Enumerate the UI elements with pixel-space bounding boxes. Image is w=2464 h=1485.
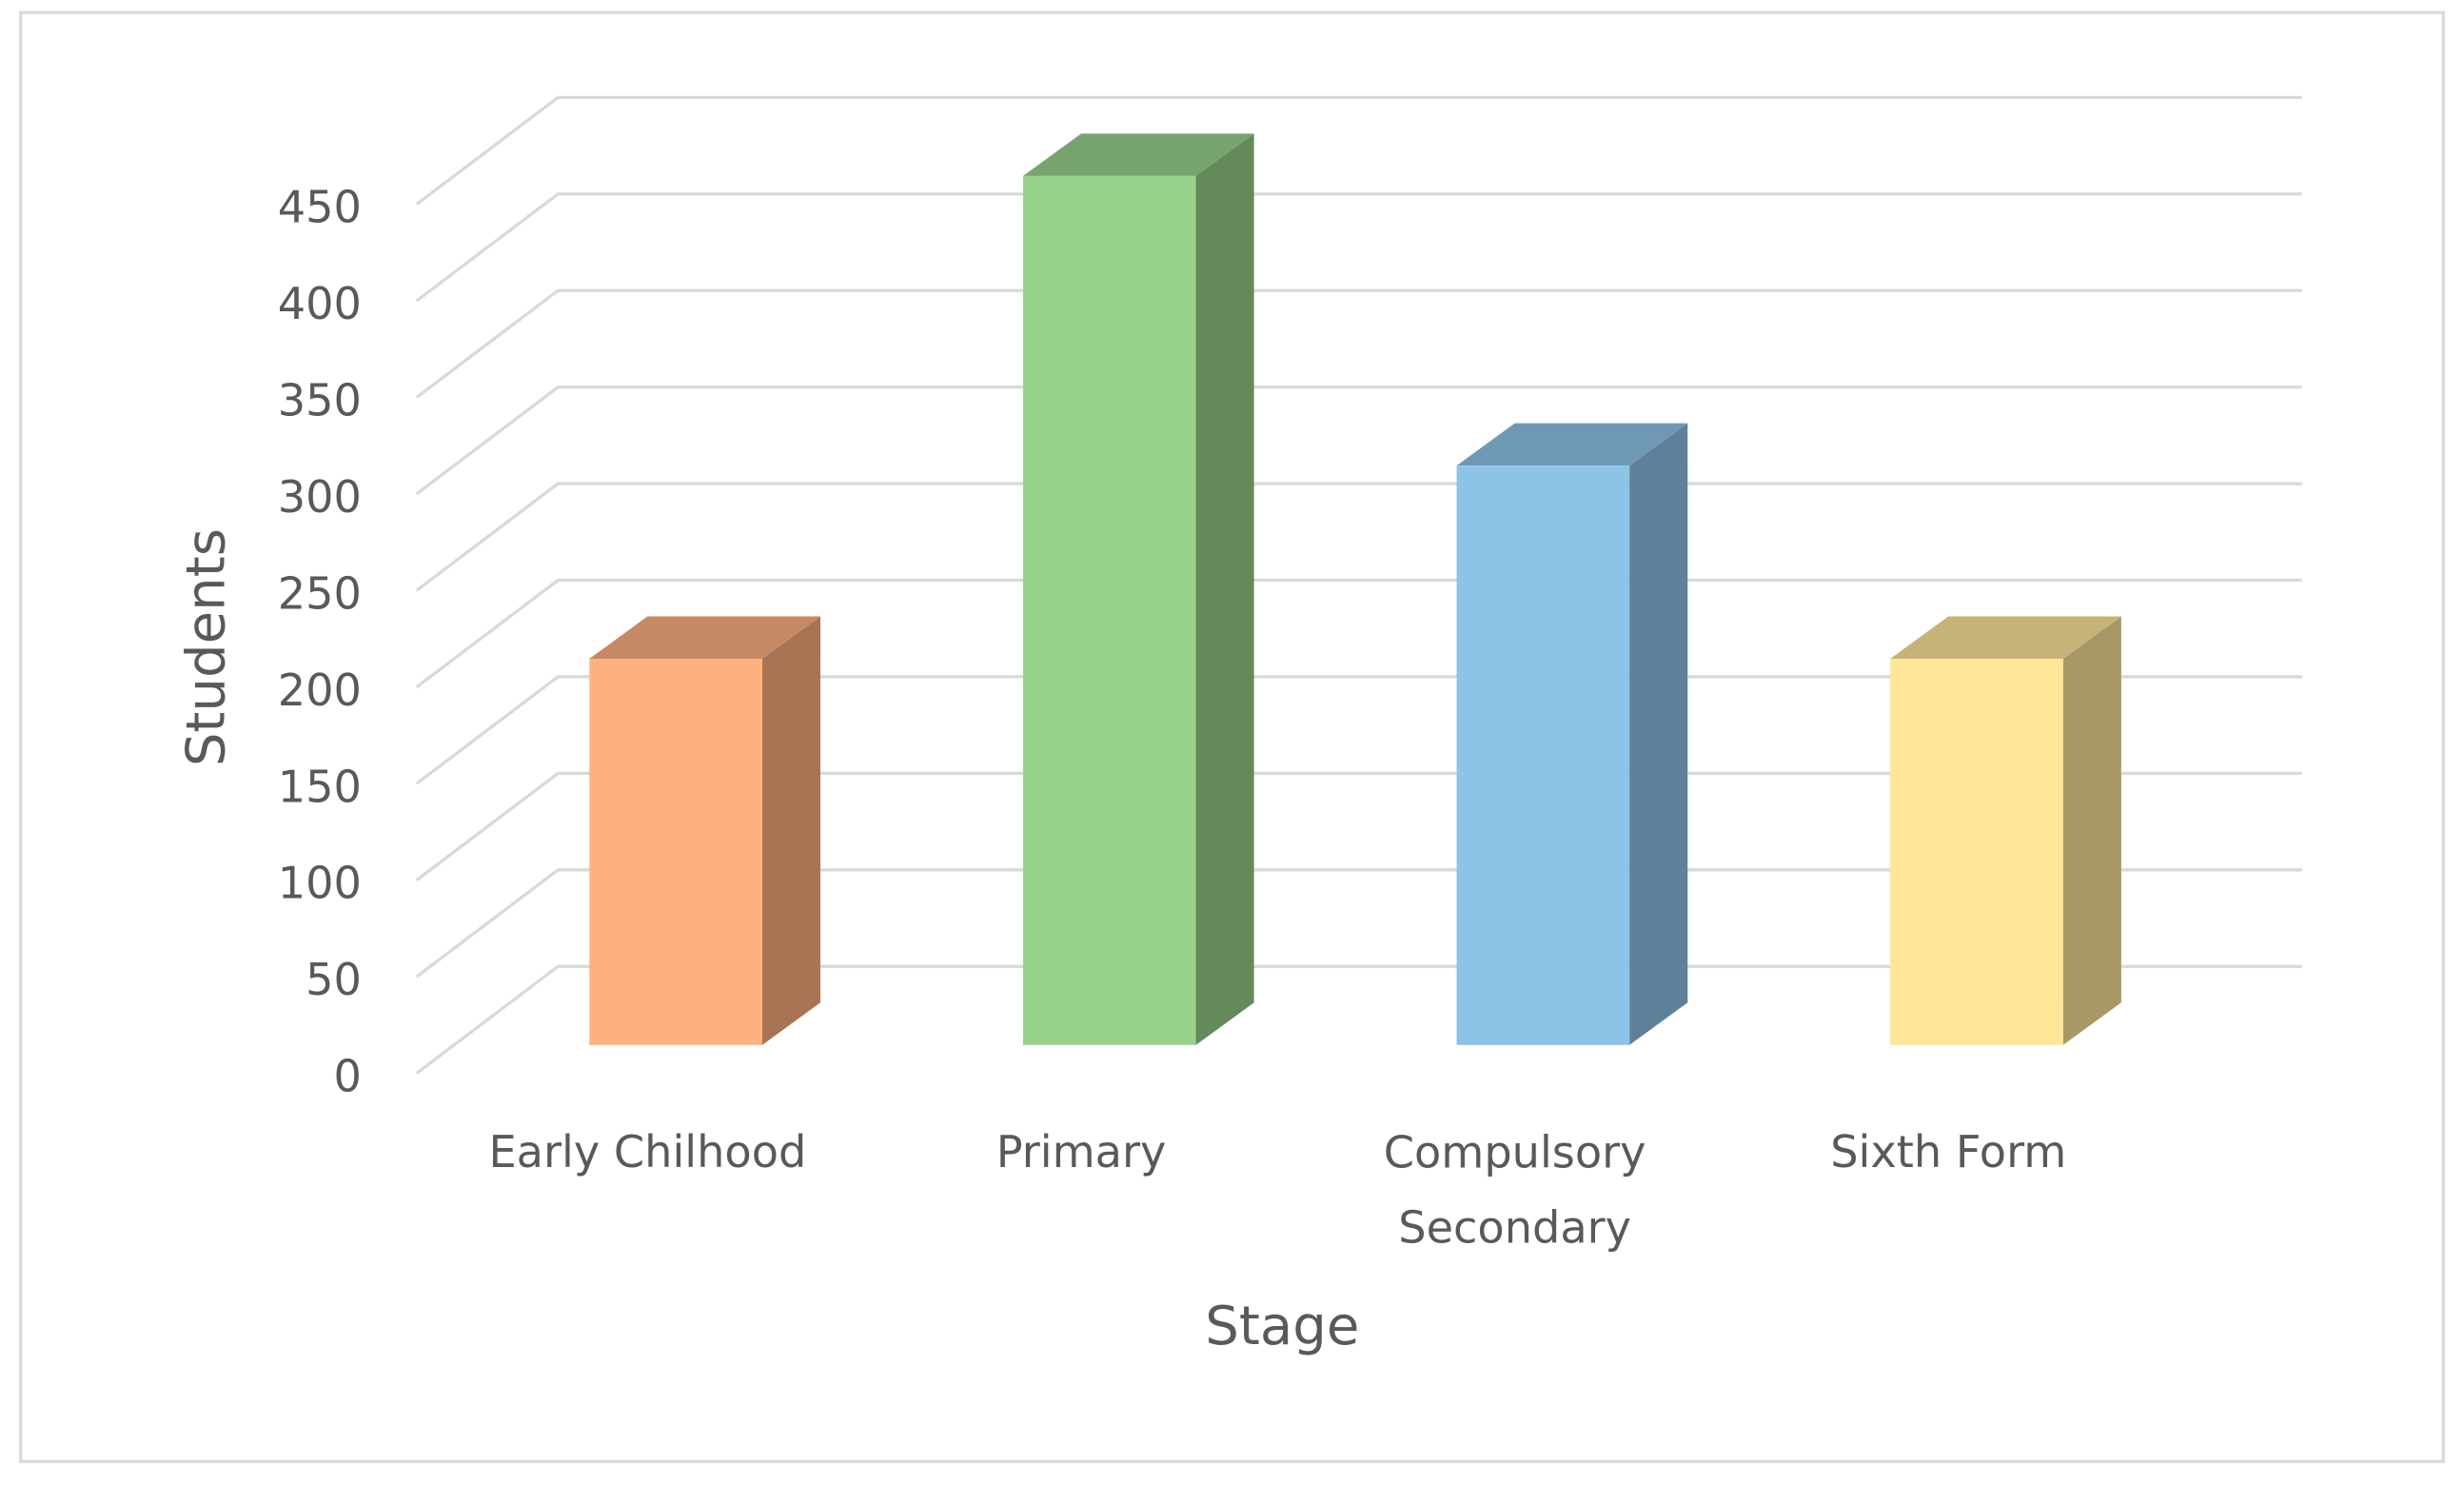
bar [1456,465,1630,1045]
y-tick-label: 300 [278,471,362,523]
y-axis-title: Students [175,528,237,766]
bar [589,659,762,1045]
grid-line [415,192,2302,303]
y-tick-label: 0 [334,1051,362,1102]
y-tick-label: 100 [278,858,362,909]
grid-line [415,578,2302,689]
bar-side [1629,423,1688,1045]
x-tick-label: Sixth Form [1830,1126,2066,1178]
grid-line [415,964,2302,1075]
grid-line [415,675,2302,785]
grid-line [415,95,2302,206]
x-axis-title: Stage [1205,1296,1359,1357]
x-tick-label: Compulsory Secondary [1384,1126,1646,1253]
x-tick-label: Primary [996,1126,1167,1178]
y-tick-label: 450 [278,182,362,233]
y-tick-label: 150 [278,761,362,812]
y-tick-label: 200 [278,664,362,716]
bar-top [1456,423,1688,466]
bar [1022,175,1196,1045]
bar-top [1022,133,1254,176]
x-tick-label: Early Chilhood [488,1126,806,1178]
grid-line [415,288,2302,399]
bar-side [2062,616,2121,1045]
grid-line [415,385,2302,496]
bar [1890,659,2063,1045]
bar-side [761,616,820,1045]
bar-side [1195,133,1254,1045]
y-tick-label: 400 [278,278,362,329]
grid-line [415,482,2302,592]
grid-line [415,868,2302,979]
bar-top [1890,616,2121,660]
y-tick-label: 250 [278,567,362,619]
bar-top [589,616,820,660]
y-tick-label: 50 [306,954,362,1005]
y-tick-label: 350 [278,375,362,426]
grid-line [415,771,2302,881]
